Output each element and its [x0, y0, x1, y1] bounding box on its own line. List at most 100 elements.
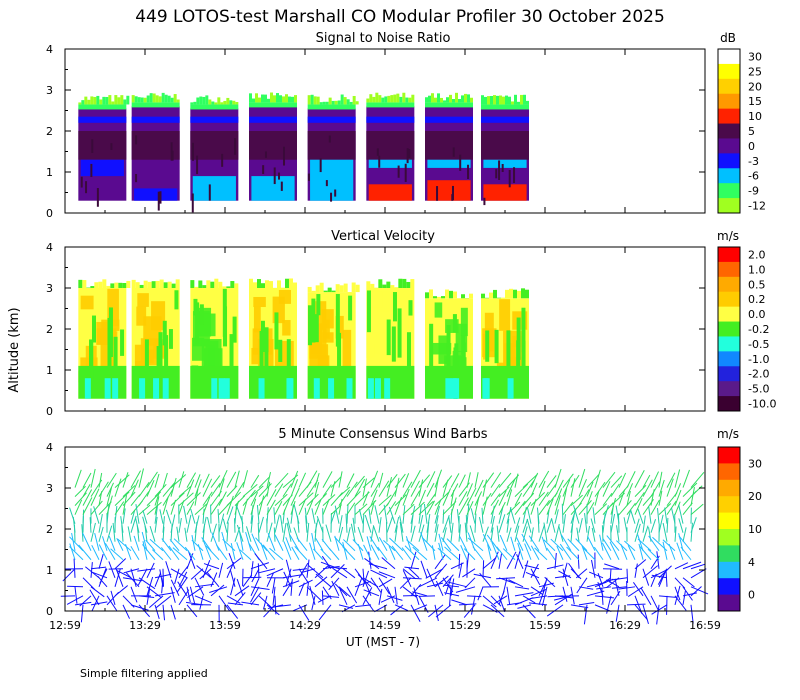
wind-barb	[534, 547, 548, 561]
snr-top-spike	[264, 94, 267, 103]
wind-barb	[601, 588, 604, 605]
wind-barb	[137, 568, 148, 586]
vv-green-streak	[521, 307, 526, 353]
snr-top-spike	[140, 97, 144, 103]
wind-barb	[601, 542, 612, 560]
snr-low-layer	[427, 180, 471, 201]
snr-dark-band	[249, 131, 297, 160]
wind-barb	[618, 500, 632, 515]
wind-barb	[522, 473, 538, 488]
wind-barb	[482, 479, 487, 497]
wind-barb	[90, 488, 100, 506]
wind-barb	[314, 493, 328, 506]
wind-barb	[570, 478, 576, 497]
wind-barb	[210, 572, 218, 587]
wind-barb	[506, 507, 512, 524]
wind-barb	[383, 539, 396, 552]
wind-barb	[370, 500, 375, 515]
vv-top-spike	[370, 283, 375, 288]
wind-barb	[562, 514, 566, 533]
wind-barb	[160, 547, 172, 561]
vv-segment	[249, 278, 297, 399]
snr-top-spike	[464, 93, 467, 103]
wind-barb	[490, 515, 495, 533]
wind-barb	[482, 492, 492, 506]
wind-barb	[338, 489, 350, 506]
wind-barb	[66, 595, 84, 605]
snr-colorbar: 30 25 20 15 10 5 0 -3 -6 -9 -12	[717, 48, 766, 214]
vv-green-streak	[366, 290, 371, 333]
wind-barb	[627, 586, 644, 597]
snr-streak	[91, 139, 94, 154]
wind-barb	[576, 527, 580, 542]
wind-barb	[418, 489, 426, 506]
snr-top-spike	[294, 95, 297, 103]
wind-barb	[680, 546, 692, 561]
snr-blue-band	[131, 116, 180, 123]
wind-barb	[650, 471, 660, 488]
wind-barb	[69, 507, 76, 524]
vv-cyan-bit	[374, 378, 381, 399]
wind-barb	[474, 513, 477, 533]
wind-barb	[561, 503, 564, 524]
wind-barb	[678, 518, 684, 533]
wind-barb	[586, 502, 595, 515]
snr-colorbar-label: 30	[748, 50, 762, 63]
wind-barb	[391, 545, 404, 561]
wind-barb	[652, 536, 668, 552]
vv-colorbar-label: 0.2	[748, 293, 766, 306]
wind-barb	[364, 514, 372, 533]
wind-barb	[487, 544, 492, 560]
wind-barb	[405, 536, 412, 551]
wind-barb	[357, 526, 364, 542]
snr-top-spike	[517, 101, 520, 105]
snr-streak	[191, 193, 194, 213]
vv-patch	[460, 307, 468, 337]
wind-barb	[575, 568, 588, 579]
wind-barb	[226, 491, 242, 506]
vv-green-streak	[454, 343, 459, 388]
wind-barb	[330, 510, 337, 524]
wind-barb	[474, 491, 483, 506]
wind-barb	[71, 532, 76, 551]
wind-barb	[362, 570, 370, 587]
wind-barb	[502, 548, 516, 561]
wind-barb	[690, 604, 694, 624]
wind-barb	[558, 570, 572, 579]
wind-barb	[273, 527, 276, 542]
snr-streak	[273, 167, 276, 185]
snr-streak	[196, 155, 199, 175]
wind-barb	[482, 557, 497, 570]
vv-patch	[322, 332, 334, 343]
vv-cyan-bit	[211, 378, 218, 399]
snr-top-spike	[523, 94, 526, 105]
vv-cyan-bit	[162, 378, 169, 399]
snr-blue-band	[249, 116, 297, 123]
wind-barb	[234, 504, 237, 524]
wind-barb	[554, 488, 563, 506]
wind-barb	[152, 549, 164, 561]
snr-top-spike	[487, 96, 490, 105]
wind-barb	[506, 586, 511, 605]
wind-barb	[594, 469, 601, 488]
wind-barb	[98, 481, 109, 497]
snr-colorbar-label: 25	[748, 65, 762, 78]
snr-top-spike	[117, 97, 121, 105]
vv-segment	[307, 282, 360, 399]
snr-top-spike	[126, 95, 130, 105]
wind-barb	[274, 493, 288, 506]
snr-top-spike	[170, 97, 174, 103]
vv-cyan-bit	[483, 378, 490, 399]
wind-barb	[110, 590, 116, 605]
wind-barb	[682, 561, 702, 570]
snr-low-layer	[134, 188, 178, 201]
wind-barb	[514, 473, 519, 488]
vv-top-spike	[481, 293, 485, 299]
vv-top-spike	[151, 281, 156, 288]
wind-barb	[154, 604, 160, 620]
snr-top-spike	[343, 97, 347, 105]
wind-barb	[203, 541, 212, 560]
time-tick-label: 16:29	[609, 619, 641, 632]
wind-barb	[187, 586, 204, 598]
vv-top-spike	[382, 284, 387, 288]
